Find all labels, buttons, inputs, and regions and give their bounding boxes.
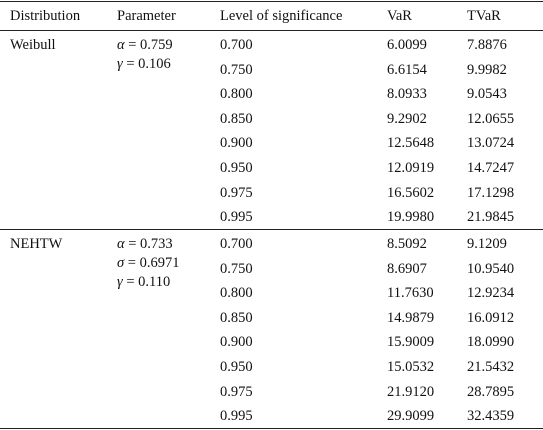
tvar-cell: 21.5432: [467, 359, 515, 375]
tvar-cell: 13.0724: [467, 135, 515, 151]
parameter-symbol: γ: [117, 56, 123, 72]
level-cell: 0.995: [220, 209, 253, 225]
var-cell: 11.7630: [387, 285, 434, 301]
parameter-value: α = 0.759: [117, 37, 173, 54]
level-cell: 0.975: [220, 185, 253, 201]
parameter-number: = 0.759: [128, 37, 173, 53]
tvar-cell: 21.9845: [467, 209, 515, 225]
var-cell: 15.9009: [387, 334, 435, 350]
parameter-value: γ = 0.106: [117, 56, 171, 73]
header-parameter: Parameter: [117, 8, 176, 24]
tvar-cell: 16.0912: [467, 310, 515, 326]
table-bottom-rule: [0, 428, 543, 429]
tvar-cell: 14.7247: [467, 160, 515, 176]
tvar-cell: 9.0543: [467, 86, 507, 102]
tvar-cell: 18.0990: [467, 334, 515, 350]
parameter-value: α = 0.733: [117, 236, 173, 253]
distribution-name: NEHTW: [10, 236, 63, 252]
parameter-number: = 0.733: [128, 236, 173, 252]
group-divider-rule: [0, 229, 543, 230]
header-level: Level of significance: [220, 8, 343, 24]
var-cell: 8.0933: [387, 86, 427, 102]
level-cell: 0.900: [220, 334, 253, 350]
var-cell: 15.0532: [387, 359, 435, 375]
var-cell: 16.5602: [387, 185, 435, 201]
level-cell: 0.950: [220, 359, 253, 375]
parameter-symbol: α: [117, 236, 125, 252]
var-cell: 6.0099: [387, 37, 427, 53]
parameter-number: = 0.110: [126, 274, 171, 290]
var-cell: 21.9120: [387, 384, 435, 400]
tvar-cell: 17.1298: [467, 185, 515, 201]
var-cell: 12.0919: [387, 160, 435, 176]
level-cell: 0.850: [220, 310, 253, 326]
level-cell: 0.700: [220, 37, 253, 53]
table-top-rule: [0, 1, 543, 2]
tvar-cell: 32.4359: [467, 408, 515, 424]
header-rule: [0, 30, 543, 31]
level-cell: 0.750: [220, 261, 253, 277]
parameter-value: γ = 0.110: [117, 274, 170, 291]
tvar-cell: 7.8876: [467, 37, 507, 53]
var-cell: 8.6907: [387, 261, 427, 277]
level-cell: 0.975: [220, 384, 253, 400]
header-var: VaR: [387, 8, 412, 24]
var-cell: 9.2902: [387, 111, 427, 127]
tvar-cell: 10.9540: [467, 261, 515, 277]
tvar-cell: 12.0655: [467, 111, 515, 127]
parameter-symbol: γ: [117, 274, 123, 290]
distribution-name: Weibull: [10, 37, 56, 53]
var-cell: 12.5648: [387, 135, 435, 151]
var-cell: 8.5092: [387, 236, 427, 252]
parameter-symbol: α: [117, 37, 125, 53]
level-cell: 0.850: [220, 111, 253, 127]
var-cell: 6.6154: [387, 62, 427, 78]
level-cell: 0.800: [220, 285, 253, 301]
tvar-cell: 28.7895: [467, 384, 515, 400]
header-distribution: Distribution: [10, 8, 81, 24]
tvar-cell: 9.9982: [467, 62, 507, 78]
level-cell: 0.700: [220, 236, 253, 252]
tvar-cell: 9.1209: [467, 236, 507, 252]
level-cell: 0.900: [220, 135, 253, 151]
parameter-number: = 0.106: [126, 56, 171, 72]
header-tvar: TVaR: [467, 8, 501, 24]
level-cell: 0.800: [220, 86, 253, 102]
var-cell: 19.9980: [387, 209, 435, 225]
var-cell: 29.9099: [387, 408, 435, 424]
parameter-number: = 0.6971: [127, 255, 180, 271]
parameter-value: σ = 0.6971: [117, 255, 179, 272]
level-cell: 0.950: [220, 160, 253, 176]
level-cell: 0.750: [220, 62, 253, 78]
tvar-cell: 12.9234: [467, 285, 515, 301]
parameter-symbol: σ: [117, 255, 125, 271]
level-cell: 0.995: [220, 408, 253, 424]
var-cell: 14.9879: [387, 310, 435, 326]
